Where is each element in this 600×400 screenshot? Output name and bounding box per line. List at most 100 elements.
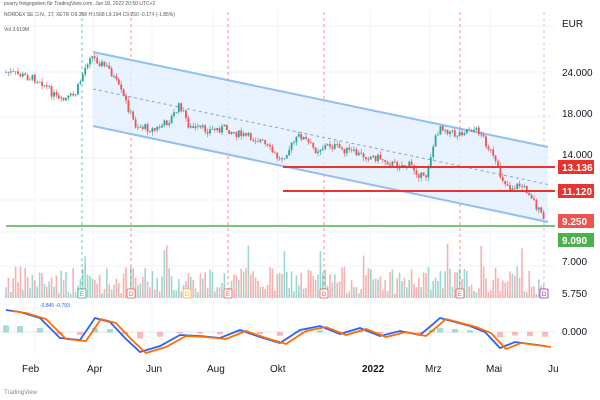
- volume-bar: [466, 270, 468, 298]
- volume-bar: [324, 269, 326, 298]
- candle-body: [441, 126, 444, 131]
- candle-body: [17, 71, 19, 75]
- macd-hist: [452, 329, 458, 333]
- macd-hist: [527, 332, 533, 337]
- candle-body: [343, 148, 346, 154]
- volume-bar: [360, 289, 362, 298]
- volume-bar: [461, 278, 463, 298]
- volume-bar: [257, 280, 259, 298]
- candle-body: [420, 172, 423, 178]
- macd-hist: [317, 330, 323, 333]
- candle-body: [252, 139, 255, 141]
- volume-bar: [60, 270, 62, 298]
- volume-bar: [132, 268, 134, 298]
- macd-legend: -0.845 -0.793: [40, 303, 70, 309]
- candle-body: [101, 61, 103, 67]
- candle-body: [475, 127, 478, 130]
- volume-bar: [439, 271, 442, 298]
- volume-bar: [355, 287, 358, 298]
- volume-bar: [504, 282, 506, 298]
- candle-body: [425, 175, 427, 178]
- candle-body: [319, 150, 322, 152]
- candle-body: [427, 167, 430, 178]
- volume-bar: [418, 277, 420, 298]
- candle-body: [158, 127, 161, 128]
- macd-hist: [77, 332, 83, 335]
- candle-body: [9, 71, 12, 73]
- candle-body: [513, 188, 516, 190]
- volume-bar: [120, 293, 122, 298]
- volume-bar: [103, 288, 106, 298]
- candle-body: [197, 125, 199, 127]
- x-tick-2: Jun: [146, 364, 162, 375]
- candle-body: [408, 161, 411, 167]
- candle-body: [453, 130, 456, 137]
- volume-bar: [494, 267, 497, 298]
- volume-bar: [250, 274, 252, 298]
- volume-bar: [394, 293, 396, 298]
- candle-body: [309, 142, 312, 144]
- candle-body: [14, 71, 17, 73]
- volume-bar: [173, 289, 175, 298]
- candle-body: [122, 89, 125, 96]
- volume-bar: [269, 267, 271, 298]
- trend-channel: [92, 51, 549, 223]
- volume-bar: [312, 276, 314, 298]
- candle-body: [249, 133, 252, 140]
- macd-hist: [417, 332, 423, 334]
- candle-body: [185, 110, 187, 119]
- volume-bar: [341, 267, 343, 298]
- volume-bar: [247, 245, 250, 298]
- volume-bar: [305, 287, 307, 298]
- candle-body: [62, 97, 65, 101]
- candle-body: [86, 64, 89, 68]
- candle-body: [50, 86, 53, 97]
- candle-body: [223, 124, 226, 127]
- volume-bar: [91, 278, 94, 298]
- candle-body: [492, 149, 495, 156]
- candle-body: [187, 118, 190, 128]
- candle-body: [163, 120, 166, 126]
- volume-bar: [137, 284, 139, 298]
- candle-body: [276, 152, 279, 159]
- candle-body: [151, 128, 154, 132]
- candle-body: [182, 110, 185, 112]
- volume-bar: [223, 273, 226, 298]
- candle-body: [355, 149, 358, 156]
- volume-bar: [384, 280, 386, 298]
- candle-body: [127, 100, 130, 113]
- candle-body: [439, 126, 442, 135]
- candle-body: [60, 97, 63, 99]
- candle-body: [295, 136, 298, 143]
- price-badge-label-9.250: 9.250: [562, 217, 587, 228]
- candle-body: [540, 207, 543, 213]
- candle-body: [38, 81, 41, 83]
- volume-bar: [156, 278, 158, 298]
- candle-body: [432, 146, 435, 158]
- volume-bar: [415, 286, 418, 298]
- candle-body: [45, 85, 48, 87]
- volume-bars: [5, 243, 545, 298]
- volume-bar: [365, 275, 367, 298]
- volume-bar: [518, 277, 521, 298]
- candle-body: [235, 132, 238, 137]
- volume-bar: [530, 286, 533, 298]
- candle-body: [458, 131, 461, 136]
- price-axis: EUR 24.000 18.000 14.000 7.000 5.750 0.000 13.1…: [558, 19, 594, 338]
- candle-body: [482, 134, 485, 137]
- candle-body: [96, 57, 99, 64]
- price-badge-11.120: [558, 184, 594, 198]
- candle-body: [302, 136, 305, 140]
- volume-bar: [420, 287, 422, 298]
- volume-bar: [259, 286, 262, 298]
- volume-bar: [122, 273, 125, 298]
- volume-bar: [492, 280, 494, 298]
- candle-body: [331, 146, 334, 149]
- candle-body: [341, 147, 343, 149]
- candle-body: [350, 149, 353, 151]
- volume-bar: [29, 287, 31, 298]
- volume-bar: [17, 282, 19, 298]
